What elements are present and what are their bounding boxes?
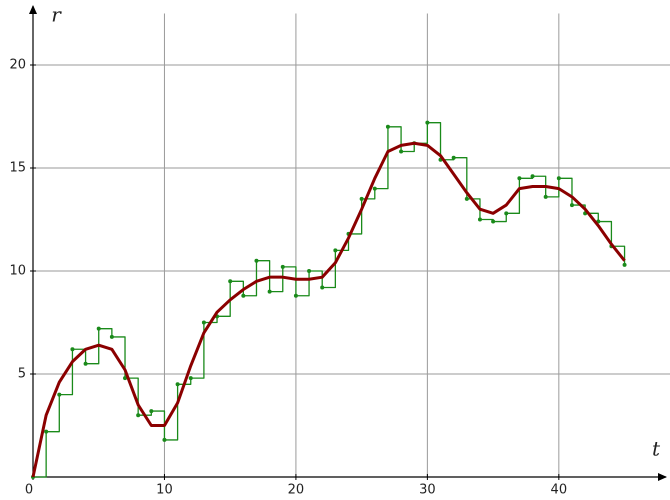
point bbox=[109, 334, 114, 339]
point bbox=[254, 258, 259, 263]
point bbox=[201, 320, 206, 325]
point bbox=[569, 203, 574, 208]
point bbox=[451, 155, 456, 160]
point bbox=[307, 269, 312, 273]
point bbox=[464, 196, 469, 201]
point bbox=[556, 176, 561, 181]
y-axis-label: r bbox=[51, 3, 62, 27]
point bbox=[70, 347, 75, 352]
series-line bbox=[33, 122, 626, 478]
point bbox=[622, 262, 627, 267]
point bbox=[385, 124, 390, 129]
x-axis-label: t bbox=[652, 437, 661, 461]
point bbox=[320, 285, 325, 290]
x-tick-label: 30 bbox=[419, 483, 436, 498]
point bbox=[333, 248, 338, 253]
point bbox=[280, 264, 285, 269]
point bbox=[399, 149, 404, 154]
y-tick-label: 20 bbox=[9, 58, 26, 73]
point bbox=[188, 376, 193, 381]
point bbox=[149, 409, 154, 414]
point bbox=[293, 293, 298, 298]
point bbox=[57, 392, 62, 397]
point bbox=[491, 219, 496, 224]
series-line bbox=[31, 141, 626, 478]
point bbox=[175, 382, 180, 387]
point bbox=[517, 176, 522, 181]
point bbox=[228, 279, 233, 284]
point bbox=[372, 186, 377, 191]
point bbox=[477, 217, 482, 222]
x-tick-label: 20 bbox=[288, 483, 305, 498]
point bbox=[530, 174, 535, 179]
point bbox=[267, 289, 272, 294]
point bbox=[162, 437, 167, 442]
x-tick-label: 10 bbox=[156, 483, 173, 498]
x-tick-label: 0 bbox=[25, 483, 33, 498]
x-tick-label: 40 bbox=[551, 483, 568, 498]
point bbox=[504, 211, 509, 216]
point bbox=[241, 293, 246, 298]
point bbox=[44, 429, 49, 434]
point bbox=[83, 361, 88, 366]
y-tick-label: 5 bbox=[18, 367, 26, 382]
point bbox=[136, 413, 141, 418]
y-tick-label: 10 bbox=[9, 264, 26, 279]
y-tick-label: 15 bbox=[9, 161, 26, 176]
grid bbox=[32, 13, 670, 477]
point bbox=[425, 120, 430, 125]
point bbox=[543, 194, 548, 199]
point bbox=[96, 326, 101, 331]
point bbox=[359, 196, 364, 201]
point bbox=[123, 376, 128, 381]
